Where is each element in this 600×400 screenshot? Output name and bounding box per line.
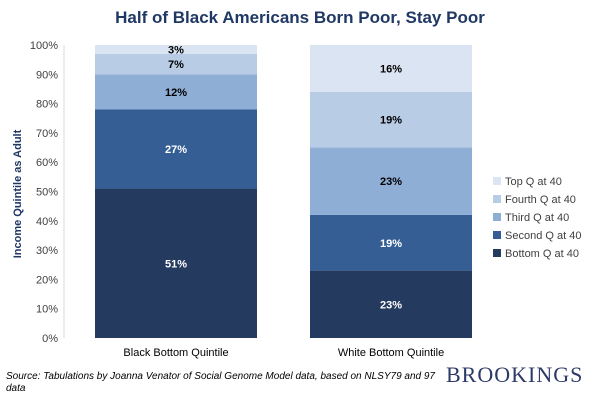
data-label: 27% [165,144,187,156]
legend-swatch [493,177,501,185]
x-category-label: Black Bottom Quintile [123,347,228,359]
bar-segment [310,270,472,338]
bar-segment [310,214,472,271]
bar-segment [310,147,472,215]
y-tick-label: 10% [36,304,58,316]
y-tick-label: 100% [30,40,58,52]
legend-swatch [493,213,501,221]
legend-swatch [493,249,501,257]
y-tick-label: 60% [36,157,58,169]
data-label: 19% [380,238,402,250]
data-label: 3% [168,44,184,56]
y-tick-label: 40% [36,216,58,228]
legend-label: Bottom Q at 40 [505,248,579,260]
data-label: 23% [380,299,402,311]
bar-segment [95,45,257,54]
y-tick-label: 50% [36,187,58,199]
bar-segment [95,53,257,75]
bar-layer [95,45,472,338]
legend-swatch [493,231,501,239]
y-tick-label: 30% [36,245,58,257]
y-axis: 0% 10% 20% 30% 40% 50% 60% 70% 80% 90% 100% [30,40,65,345]
bar-segment [95,188,257,338]
bar-segment [310,91,472,148]
y-tick-label: 80% [36,99,58,111]
x-axis: Black Bottom Quintile White Bottom Quinti… [123,347,444,359]
legend-item: Top Q at 40 [493,176,562,188]
data-label: 12% [165,87,187,99]
legend-item: Second Q at 40 [493,230,581,242]
legend: Top Q at 40 Fourth Q at 40 Third Q at 40 Se… [493,176,581,260]
legend-item: Bottom Q at 40 [493,248,579,260]
y-tick-label: 90% [36,69,58,81]
data-label: 7% [168,59,184,71]
legend-label: Fourth Q at 40 [505,194,576,206]
x-category-label: White Bottom Quintile [338,347,444,359]
legend-item: Fourth Q at 40 [493,194,576,206]
source-note: Source: Tabulations by Joanna Venator of… [6,371,435,394]
y-tick-label: 0% [42,333,58,345]
brookings-logo: BROOKINGS [446,362,584,387]
legend-swatch [493,195,501,203]
data-label: 19% [380,115,402,127]
legend-label: Third Q at 40 [505,212,569,224]
bar-segment [95,109,257,189]
legend-label: Top Q at 40 [505,176,562,188]
y-axis-title: Income Quintile as Adult [12,129,24,258]
legend-item: Third Q at 40 [493,212,569,224]
y-tick-label: 20% [36,274,58,286]
data-label: 16% [380,63,402,75]
segment-label-layer: 51% 27% 12% 7% 3% 23% 19% 23% 19% 16% [165,44,402,311]
legend-label: Second Q at 40 [505,230,581,242]
bar-segment [310,45,472,92]
y-tick-label: 70% [36,128,58,140]
data-label: 51% [165,258,187,270]
bar-segment [95,74,257,110]
chart-title: Half of Black Americans Born Poor, Stay … [115,8,485,27]
data-label: 23% [380,176,402,188]
